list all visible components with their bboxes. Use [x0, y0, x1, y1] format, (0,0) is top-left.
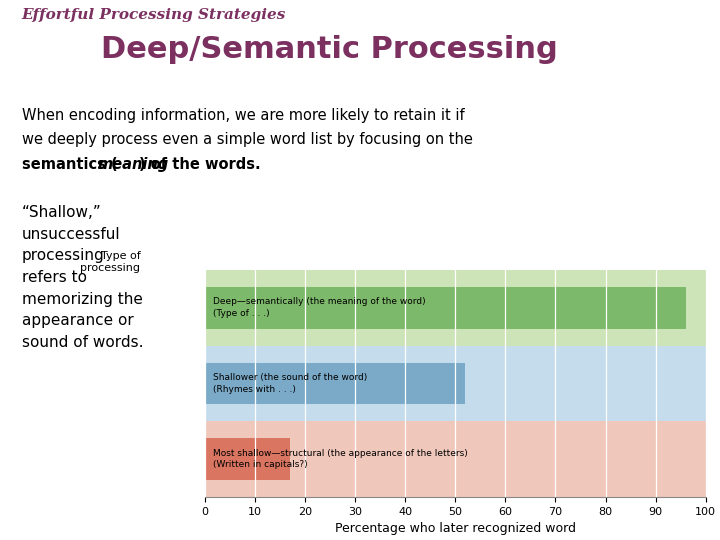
- Text: ) of the words.: ) of the words.: [139, 157, 261, 172]
- Text: “Shallow,”
unsuccessful
processing
refers to
memorizing the
appearance or
sound : “Shallow,” unsuccessful processing refer…: [22, 205, 143, 350]
- Text: Most shallow—structural (the appearance of the letters)
(Written in capitals?): Most shallow—structural (the appearance …: [212, 449, 467, 469]
- Text: Shallower (the sound of the word)
(Rhymes with . . .): Shallower (the sound of the word) (Rhyme…: [212, 373, 367, 394]
- Bar: [205, 287, 685, 328]
- Text: Effortful Processing Strategies: Effortful Processing Strategies: [22, 8, 286, 22]
- Bar: [205, 270, 706, 346]
- X-axis label: Percentage who later recognized word: Percentage who later recognized word: [335, 522, 576, 535]
- Text: Type of
processing: Type of processing: [81, 251, 140, 273]
- Bar: [205, 438, 290, 480]
- Bar: [205, 363, 465, 404]
- Text: Deep—semantically (the meaning of the word)
(Type of . . .): Deep—semantically (the meaning of the wo…: [212, 298, 426, 318]
- Text: semantics (: semantics (: [22, 157, 117, 172]
- Text: Deep/Semantic Processing: Deep/Semantic Processing: [101, 35, 557, 64]
- Text: we deeply process even a simple word list by focusing on the: we deeply process even a simple word lis…: [22, 132, 472, 147]
- Bar: [205, 421, 706, 497]
- Text: meaning: meaning: [97, 157, 168, 172]
- Bar: [205, 346, 706, 421]
- Text: When encoding information, we are more likely to retain it if: When encoding information, we are more l…: [22, 108, 464, 123]
